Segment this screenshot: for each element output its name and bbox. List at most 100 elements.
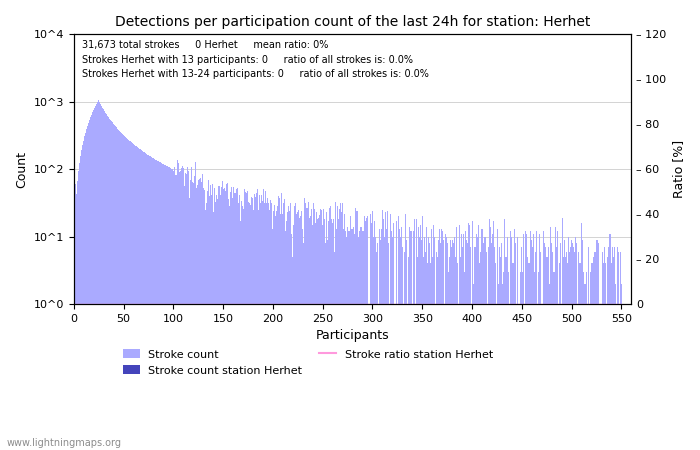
- Bar: [383, 220, 384, 450]
- Bar: [131, 142, 132, 450]
- Bar: [284, 199, 286, 450]
- Bar: [341, 212, 342, 450]
- Bar: [375, 237, 376, 450]
- Bar: [193, 183, 194, 450]
- Bar: [89, 120, 90, 450]
- Bar: [215, 202, 216, 450]
- Bar: [438, 240, 439, 450]
- Bar: [241, 207, 242, 450]
- Bar: [423, 257, 424, 450]
- Bar: [176, 176, 177, 450]
- Bar: [143, 152, 144, 450]
- Bar: [501, 243, 503, 450]
- Bar: [512, 263, 513, 450]
- Bar: [272, 229, 274, 450]
- Bar: [211, 184, 213, 450]
- Bar: [425, 252, 426, 450]
- Bar: [475, 234, 477, 450]
- Bar: [508, 272, 510, 450]
- Bar: [80, 156, 81, 450]
- Bar: [570, 247, 571, 450]
- Bar: [588, 247, 589, 450]
- Bar: [413, 231, 414, 450]
- Bar: [79, 163, 81, 450]
- Bar: [557, 231, 558, 450]
- Bar: [574, 252, 575, 450]
- Bar: [300, 216, 301, 450]
- Bar: [343, 229, 344, 450]
- Bar: [621, 284, 622, 450]
- Bar: [482, 229, 484, 450]
- Bar: [165, 165, 166, 450]
- Bar: [105, 112, 106, 450]
- Bar: [188, 171, 189, 450]
- Bar: [291, 234, 293, 450]
- Bar: [591, 263, 592, 450]
- Bar: [121, 133, 122, 450]
- Bar: [112, 122, 113, 450]
- Bar: [589, 304, 590, 450]
- Bar: [88, 123, 89, 450]
- Bar: [484, 237, 486, 450]
- Bar: [140, 149, 141, 450]
- Bar: [78, 171, 79, 450]
- Bar: [345, 231, 346, 450]
- Bar: [100, 104, 102, 450]
- Bar: [319, 215, 320, 450]
- Bar: [609, 234, 610, 450]
- Bar: [372, 211, 373, 450]
- Bar: [384, 237, 385, 450]
- Bar: [296, 214, 297, 450]
- Bar: [305, 203, 307, 450]
- Bar: [585, 284, 586, 450]
- Bar: [294, 207, 295, 450]
- Bar: [539, 234, 540, 450]
- Bar: [458, 225, 460, 450]
- Bar: [185, 173, 186, 450]
- Bar: [600, 304, 601, 450]
- Bar: [442, 240, 444, 450]
- Bar: [361, 227, 362, 450]
- Bar: [189, 198, 190, 450]
- Bar: [289, 211, 290, 450]
- Bar: [116, 127, 117, 450]
- Bar: [593, 257, 594, 450]
- Bar: [98, 100, 99, 450]
- Bar: [172, 169, 173, 450]
- Bar: [616, 304, 617, 450]
- Bar: [96, 104, 97, 450]
- Bar: [132, 143, 133, 450]
- Bar: [249, 206, 251, 450]
- Bar: [619, 304, 620, 450]
- Bar: [174, 166, 175, 450]
- Bar: [363, 231, 364, 450]
- Bar: [421, 240, 422, 450]
- Bar: [540, 252, 541, 450]
- Bar: [330, 207, 331, 450]
- Bar: [124, 136, 125, 450]
- Bar: [545, 247, 546, 450]
- Bar: [336, 229, 337, 450]
- Bar: [408, 257, 409, 450]
- Bar: [136, 146, 137, 450]
- Bar: [447, 272, 449, 450]
- Bar: [494, 247, 496, 450]
- Bar: [137, 147, 138, 450]
- Bar: [618, 252, 619, 450]
- Bar: [603, 263, 604, 450]
- Bar: [357, 211, 358, 450]
- Bar: [310, 216, 312, 450]
- Bar: [108, 117, 109, 450]
- Bar: [122, 134, 123, 450]
- Bar: [579, 263, 580, 450]
- Bar: [367, 216, 368, 450]
- Y-axis label: Ratio [%]: Ratio [%]: [672, 140, 685, 198]
- Bar: [159, 162, 160, 450]
- Bar: [308, 202, 309, 450]
- Bar: [373, 237, 374, 450]
- Bar: [263, 189, 265, 450]
- Bar: [564, 240, 565, 450]
- Bar: [337, 207, 338, 450]
- Bar: [184, 186, 185, 450]
- Bar: [446, 237, 447, 450]
